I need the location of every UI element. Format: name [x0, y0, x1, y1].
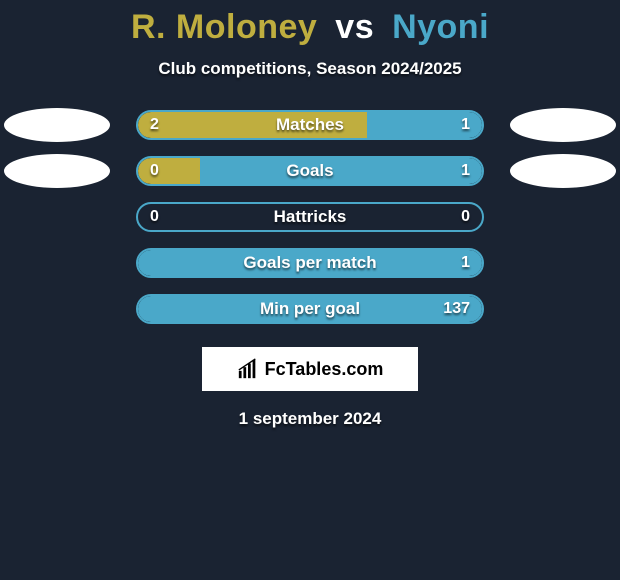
stat-value-right: 0	[461, 204, 470, 230]
stat-row: Matches2 1	[0, 109, 620, 141]
player2-ellipse	[510, 154, 616, 188]
stat-label: Min per goal	[138, 296, 482, 322]
stat-value-right: 1	[461, 112, 470, 138]
stat-row: Min per goal137	[0, 293, 620, 325]
player2-name: Nyoni	[392, 8, 489, 46]
stat-label: Hattricks	[138, 204, 482, 230]
watermark: FcTables.com	[202, 347, 418, 391]
spacer	[510, 292, 616, 326]
stats-area: Matches21Goals01Hattricks00Goals per mat…	[0, 109, 620, 325]
spacer	[510, 200, 616, 234]
stat-bar: Goals per match1	[136, 248, 484, 278]
subtitle: Club competitions, Season 2024/2025	[158, 59, 461, 79]
player1-name: R. Moloney	[131, 8, 317, 46]
stat-value-left: 0	[150, 204, 159, 230]
stat-value-right: 1	[461, 158, 470, 184]
chart-icon	[237, 358, 259, 380]
player1-ellipse	[4, 154, 110, 188]
stat-bar: Min per goal137	[136, 294, 484, 324]
stat-bar: Hattricks0 0	[136, 202, 484, 232]
player1-ellipse	[4, 108, 110, 142]
stat-label: Matches	[138, 112, 482, 138]
player2-ellipse	[510, 108, 616, 142]
vs-text: vs	[335, 8, 374, 46]
stat-value-left: 0	[150, 158, 159, 184]
stat-bar: Matches2 1	[136, 110, 484, 140]
stat-value-left: 2	[150, 112, 159, 138]
stat-row: Goals per match1	[0, 247, 620, 279]
stat-row: Hattricks0 0	[0, 201, 620, 233]
stat-label: Goals per match	[138, 250, 482, 276]
spacer	[4, 246, 110, 280]
watermark-text: FcTables.com	[265, 359, 384, 380]
date-text: 1 september 2024	[239, 409, 382, 429]
stat-row: Goals0 1	[0, 155, 620, 187]
spacer	[4, 292, 110, 326]
title: R. Moloney vs Nyoni	[131, 8, 489, 47]
comparison-infographic: R. Moloney vs Nyoni Club competitions, S…	[0, 0, 620, 429]
stat-label: Goals	[138, 158, 482, 184]
stat-value-right: 137	[443, 296, 470, 322]
stat-value-right: 1	[461, 250, 470, 276]
stat-bar: Goals0 1	[136, 156, 484, 186]
spacer	[510, 246, 616, 280]
spacer	[4, 200, 110, 234]
